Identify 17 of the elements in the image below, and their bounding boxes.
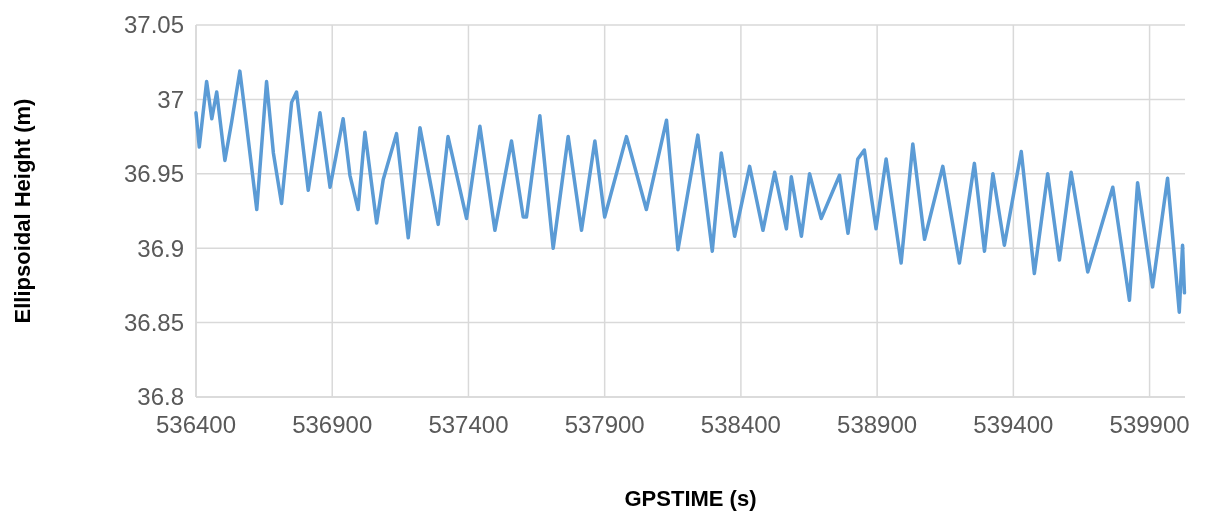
x-tick-label: 538900 [837, 411, 918, 438]
x-tick-label: 537900 [564, 411, 645, 438]
y-tick-label: 36.9 [137, 234, 184, 262]
x-axis-title: GPSTIME (s) [624, 486, 757, 511]
y-axis-title: Ellipsoidal Height (m) [10, 98, 35, 324]
line-series [194, 69, 1187, 314]
y-tick-label: 37.05 [123, 11, 184, 39]
x-tick-label: 538400 [700, 411, 781, 438]
y-tick-label: 36.85 [123, 309, 184, 336]
y-tick-label: 36.8 [137, 383, 184, 411]
x-tick-label: 536400 [155, 411, 237, 438]
y-tick-label: 37 [157, 85, 184, 113]
y-tick-label: 36.95 [123, 160, 184, 188]
x-tick-label: 536900 [292, 411, 373, 438]
x-tick-label: 537400 [428, 411, 509, 438]
x-tick-label: 539900 [1109, 411, 1190, 438]
x-tick-label: 539400 [973, 411, 1054, 438]
